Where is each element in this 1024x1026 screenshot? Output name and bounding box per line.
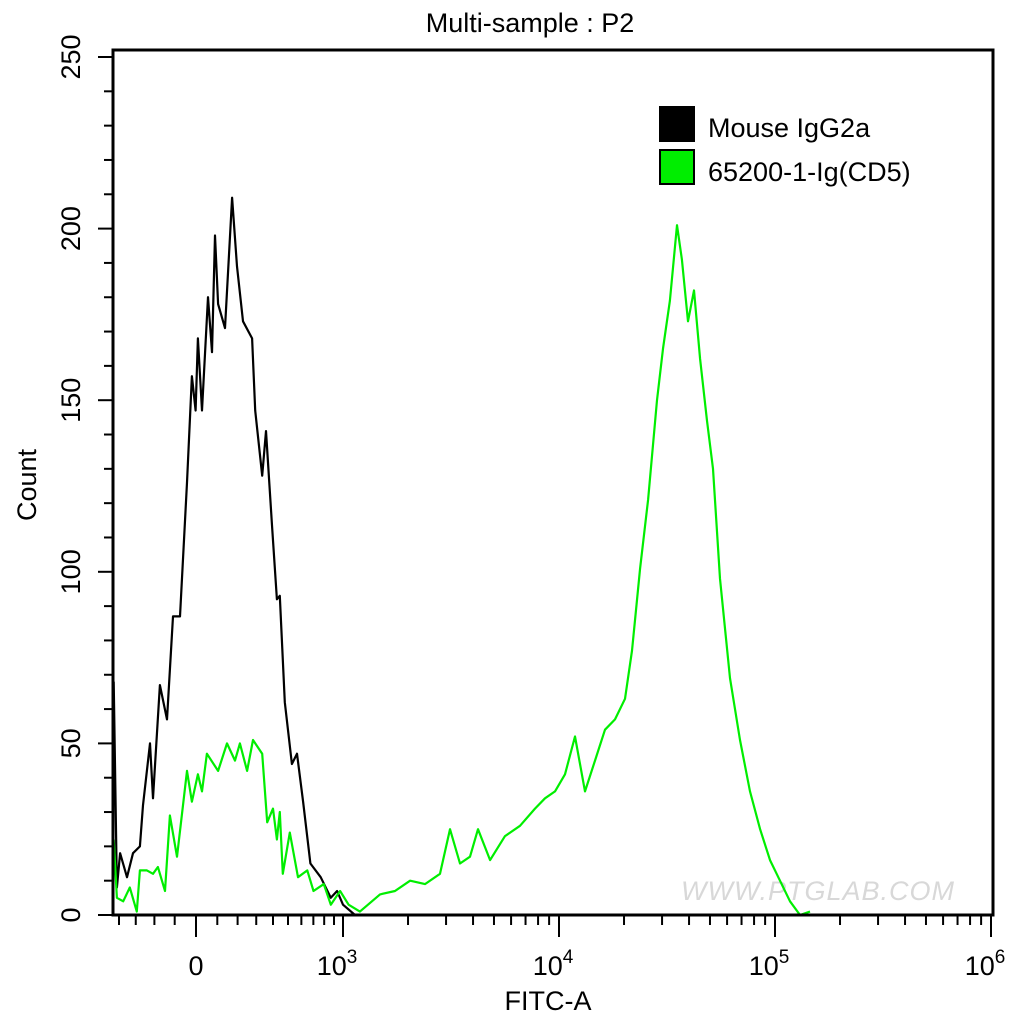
series-line-1 bbox=[112, 224, 811, 917]
plot-frame bbox=[111, 48, 995, 917]
x-tick-exponent: 6 bbox=[995, 947, 1006, 968]
x-tick-label: 0 bbox=[188, 951, 203, 981]
x-tick-label: 103 bbox=[317, 947, 358, 981]
legend-label: 65200-1-Ig(CD5) bbox=[708, 157, 911, 187]
legend-label: Mouse IgG2a bbox=[708, 113, 871, 143]
x-tick-exponent: 5 bbox=[779, 947, 790, 968]
x-tick-label: 106 bbox=[965, 947, 1006, 981]
x-tick-exponent: 3 bbox=[347, 947, 358, 968]
x-tick-label: 105 bbox=[749, 947, 790, 981]
y-tick-label: 250 bbox=[56, 34, 86, 79]
legend-item-65200-1-ig-cd5: 65200-1-Ig(CD5) bbox=[659, 149, 911, 187]
y-tick-label: 200 bbox=[56, 206, 86, 251]
y-tick-label: 50 bbox=[56, 728, 86, 758]
series-layer bbox=[112, 196, 811, 917]
legend-swatch bbox=[659, 149, 695, 185]
x-axis: 0 103 104 105 106 bbox=[117, 915, 1006, 981]
series-line-0 bbox=[112, 196, 356, 916]
y-axis: 0 50 100 150 200 250 bbox=[56, 34, 113, 923]
chart-title: Multi-sample : P2 bbox=[426, 8, 635, 38]
legend: Mouse IgG2a 65200-1-Ig(CD5) bbox=[659, 106, 911, 187]
y-axis-label: Count bbox=[12, 448, 42, 521]
x-tick-exponent: 4 bbox=[563, 947, 574, 968]
x-axis-label: FITC-A bbox=[505, 986, 592, 1016]
x-tick-label: 104 bbox=[533, 947, 574, 981]
legend-swatch bbox=[659, 106, 695, 142]
y-tick-label: 100 bbox=[56, 549, 86, 594]
watermark: WWW.PTGLAB.COM bbox=[681, 876, 955, 906]
legend-item-mouse-igg2a: Mouse IgG2a bbox=[659, 106, 871, 143]
y-tick-label: 150 bbox=[56, 378, 86, 423]
y-tick-label: 0 bbox=[56, 907, 86, 922]
